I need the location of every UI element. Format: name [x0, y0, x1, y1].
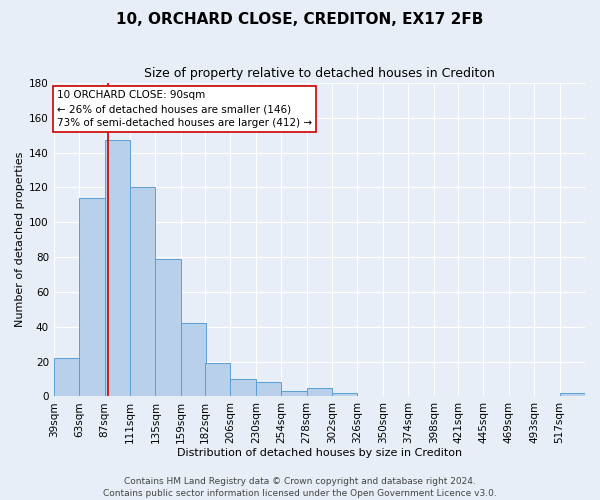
Bar: [181, 323, 206, 396]
Bar: [332, 393, 358, 396]
Bar: [281, 391, 307, 396]
Bar: [560, 393, 585, 396]
Bar: [205, 364, 230, 396]
Bar: [256, 382, 281, 396]
Bar: [54, 358, 79, 397]
Bar: [104, 140, 130, 396]
X-axis label: Distribution of detached houses by size in Crediton: Distribution of detached houses by size …: [177, 448, 462, 458]
Title: Size of property relative to detached houses in Crediton: Size of property relative to detached ho…: [144, 68, 495, 80]
Text: Contains HM Land Registry data © Crown copyright and database right 2024.
Contai: Contains HM Land Registry data © Crown c…: [103, 476, 497, 498]
Bar: [307, 388, 332, 396]
Text: 10 ORCHARD CLOSE: 90sqm
← 26% of detached houses are smaller (146)
73% of semi-d: 10 ORCHARD CLOSE: 90sqm ← 26% of detache…: [57, 90, 312, 128]
Bar: [79, 198, 104, 396]
Text: 10, ORCHARD CLOSE, CREDITON, EX17 2FB: 10, ORCHARD CLOSE, CREDITON, EX17 2FB: [116, 12, 484, 28]
Bar: [130, 188, 155, 396]
Y-axis label: Number of detached properties: Number of detached properties: [15, 152, 25, 328]
Bar: [230, 379, 256, 396]
Bar: [155, 259, 181, 396]
